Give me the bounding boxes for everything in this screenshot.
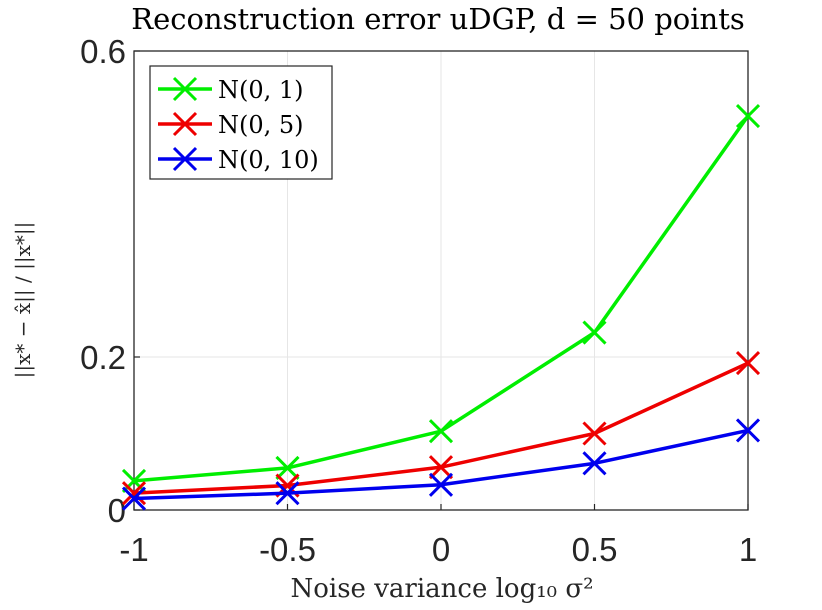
series-layer [121, 103, 761, 511]
data-point-marker [275, 481, 300, 506]
data-point-marker [735, 418, 761, 443]
chart-title: Reconstruction error uDGP, d = 50 points [131, 2, 745, 36]
data-point-marker [582, 320, 607, 345]
y-tick-label: 0.6 [80, 33, 126, 70]
series-2 [121, 418, 761, 511]
series-0 [121, 103, 761, 493]
x-tick-label: 1 [739, 531, 757, 568]
data-point-marker [582, 451, 607, 476]
legend-entry: N(0, 1) [158, 76, 304, 104]
legend-entry: N(0, 5) [158, 111, 304, 139]
data-point-marker [275, 455, 300, 480]
data-point-marker [428, 472, 454, 497]
x-tick-label: 0 [432, 531, 450, 568]
data-point-marker [121, 486, 147, 511]
y-axis-label: ||x* − x̂|| / ||x*|| [11, 222, 36, 379]
data-point-marker [735, 103, 761, 129]
y-tick-label: 0 [108, 492, 126, 529]
legend-marker [172, 76, 198, 102]
legend-label: N(0, 1) [218, 76, 304, 104]
x-axis-label: Noise variance log₁₀ σ² [291, 574, 594, 604]
legend-marker [172, 146, 198, 172]
x-tick-label: 0.5 [572, 531, 618, 568]
x-tick-label: -1 [119, 531, 148, 568]
legend-entry: N(0, 10) [158, 146, 319, 174]
y-axis: 0 0.2 0.6 [80, 33, 140, 529]
series-1 [121, 351, 761, 506]
legend-label: N(0, 10) [218, 146, 319, 174]
legend-label: N(0, 5) [218, 111, 304, 139]
data-point-marker [735, 351, 761, 376]
data-point-marker [121, 481, 147, 506]
legend-marker [172, 111, 198, 137]
x-tick-label: -0.5 [259, 531, 316, 568]
data-point-marker [428, 419, 454, 444]
data-point-marker [582, 421, 607, 446]
y-tick-label: 0.2 [80, 339, 126, 376]
data-point-marker [428, 455, 454, 480]
data-point-marker [121, 468, 147, 493]
x-axis: -1 -0.5 0 0.5 1 [119, 504, 757, 568]
legend: N(0, 1) N(0, 5) N(0, 10) [149, 65, 333, 180]
